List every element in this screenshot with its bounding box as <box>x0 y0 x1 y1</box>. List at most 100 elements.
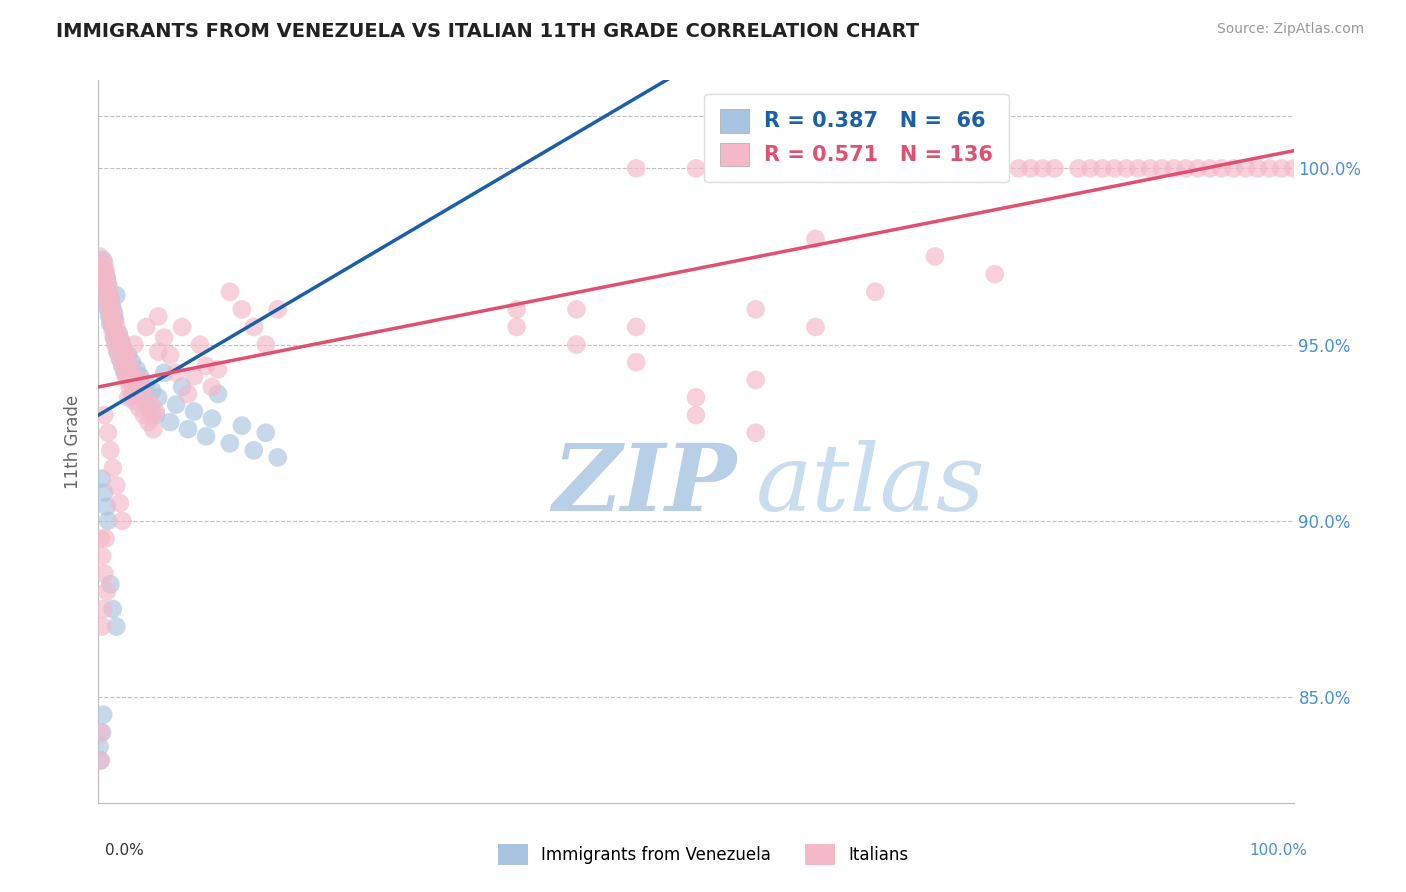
Point <box>120 362 142 376</box>
Point <box>159 348 181 362</box>
Point <box>135 376 157 391</box>
Point <box>93 263 115 277</box>
Point <box>1067 161 1090 176</box>
Point <box>153 366 176 380</box>
Point <box>804 161 827 176</box>
Point <box>1080 161 1102 176</box>
Point <box>267 302 290 317</box>
Point <box>105 619 128 633</box>
Point <box>626 355 648 369</box>
Point <box>108 351 131 366</box>
Point <box>924 250 946 264</box>
Point <box>201 411 224 425</box>
Point <box>97 295 120 310</box>
Point <box>91 253 114 268</box>
Point <box>91 619 114 633</box>
Point <box>112 341 135 355</box>
Point <box>231 302 253 317</box>
Point <box>1104 161 1126 176</box>
Point <box>90 260 112 274</box>
Point <box>103 330 125 344</box>
Point <box>103 306 125 320</box>
Point <box>91 707 114 722</box>
Point <box>145 404 167 418</box>
Point <box>114 366 136 380</box>
Point <box>103 313 125 327</box>
Point <box>98 292 122 306</box>
Legend: Immigrants from Venezuela, Italians: Immigrants from Venezuela, Italians <box>489 836 917 873</box>
Point <box>131 384 153 398</box>
Point <box>101 602 124 616</box>
Point <box>97 514 120 528</box>
Point <box>506 302 529 317</box>
Point <box>685 391 707 405</box>
Point <box>172 380 194 394</box>
Point <box>111 359 134 373</box>
Point <box>254 425 277 440</box>
Point <box>132 408 155 422</box>
Point <box>90 754 112 768</box>
Point <box>98 292 122 306</box>
Point <box>135 320 157 334</box>
Point <box>183 404 205 418</box>
Text: 100.0%: 100.0% <box>1250 843 1308 858</box>
Point <box>107 326 129 341</box>
Point <box>148 344 170 359</box>
Point <box>100 299 122 313</box>
Point <box>165 398 187 412</box>
Point <box>745 302 768 317</box>
Point <box>924 161 946 176</box>
Point <box>105 337 128 351</box>
Point <box>91 274 114 288</box>
Point <box>121 355 143 369</box>
Point <box>115 348 138 362</box>
Point <box>1152 161 1174 176</box>
Point <box>1163 161 1185 176</box>
Point <box>111 514 134 528</box>
Point <box>1043 161 1066 176</box>
Point <box>91 274 114 288</box>
Point <box>1032 161 1054 176</box>
Point <box>984 267 1007 281</box>
Point <box>101 306 124 320</box>
Point <box>626 161 648 176</box>
Point <box>97 277 120 292</box>
Point <box>142 422 165 436</box>
Point <box>267 450 290 465</box>
Point <box>129 369 152 384</box>
Point <box>804 232 827 246</box>
Point <box>1175 161 1198 176</box>
Point <box>565 302 588 317</box>
Point <box>201 380 224 394</box>
Point <box>231 418 253 433</box>
Point <box>138 401 160 415</box>
Point <box>96 270 118 285</box>
Point <box>139 398 162 412</box>
Point <box>148 391 170 405</box>
Point <box>745 425 768 440</box>
Point <box>110 334 132 348</box>
Legend: R = 0.387   N =  66, R = 0.571   N = 136: R = 0.387 N = 66, R = 0.571 N = 136 <box>704 94 1010 182</box>
Point <box>104 313 127 327</box>
Point <box>121 387 143 401</box>
Point <box>124 394 146 409</box>
Point <box>90 725 112 739</box>
Point <box>93 485 115 500</box>
Point <box>506 320 529 334</box>
Point <box>188 337 211 351</box>
Point <box>90 260 112 274</box>
Point <box>104 337 127 351</box>
Point <box>129 373 152 387</box>
Point <box>219 436 242 450</box>
Point <box>141 384 163 398</box>
Point <box>91 602 114 616</box>
Point <box>127 387 149 401</box>
Point <box>96 288 118 302</box>
Point <box>1211 161 1233 176</box>
Point <box>94 263 117 277</box>
Point <box>135 391 157 405</box>
Point <box>118 380 141 394</box>
Point <box>91 471 114 485</box>
Point <box>1128 161 1150 176</box>
Point <box>1139 161 1161 176</box>
